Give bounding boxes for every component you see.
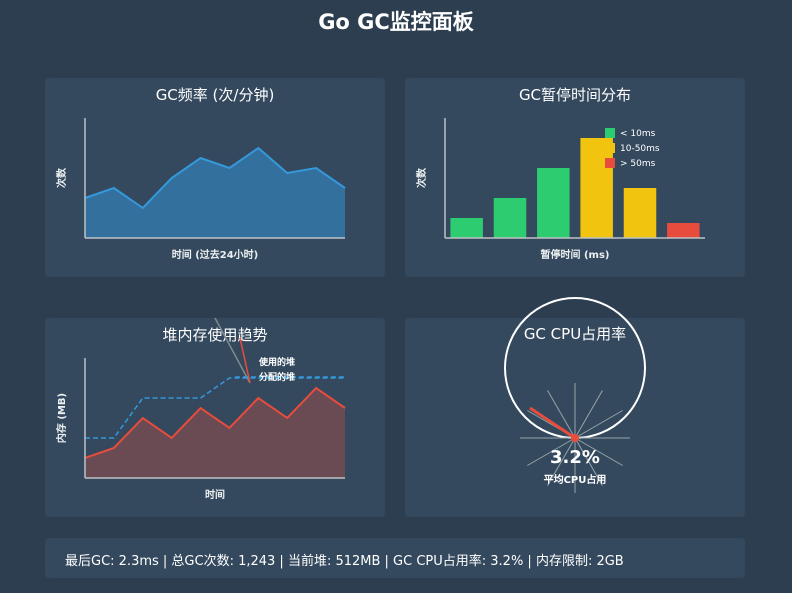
gc-pause-chart: 暂停时间 (ms) 次数 < 10ms 10-50ms > 50ms — [415, 118, 705, 261]
gc-pause-title: GC暂停时间分布 — [518, 86, 632, 104]
legend-label-used: 使用的堆 — [258, 356, 295, 368]
gauge-spoke — [574, 390, 603, 439]
gauge-value: 3.2% — [550, 447, 600, 468]
gauge-needle — [529, 406, 576, 440]
gc-frequency-title: GC频率 (次/分钟) — [155, 86, 275, 104]
bar — [667, 223, 700, 238]
gc-cpu-title: GC CPU占用率 — [523, 325, 627, 343]
x-axis-label: 时间 (过去24小时) — [172, 248, 259, 261]
legend-label-allocated: 分配的堆 — [259, 371, 295, 383]
bar — [580, 138, 613, 238]
legend-swatch-mid — [605, 143, 615, 153]
legend: 使用的堆 分配的堆 — [214, 317, 345, 384]
legend-leader-gray — [214, 317, 251, 384]
legend-label-mid: 10-50ms — [620, 144, 660, 154]
bar — [623, 188, 657, 238]
used-heap-area — [85, 388, 345, 478]
heap-usage-title: 堆内存使用趋势 — [162, 326, 268, 344]
legend-leader-red — [239, 337, 251, 384]
gc-frequency-panel: GC频率 (次/分钟) 时间 (过去24小时) 次数 — [45, 78, 385, 277]
gauge-center — [571, 434, 579, 442]
heap-usage-panel: 堆内存使用趋势 时间 内存 (MB) 使用的堆 分配的堆 — [45, 317, 385, 517]
gc-pause-panel: GC暂停时间分布 暂停时间 (ms) 次数 < 10ms 10-50ms > 5… — [405, 78, 745, 277]
legend-swatch-low — [605, 128, 615, 138]
legend-label-high: > 50ms — [620, 159, 656, 169]
gauge-spoke — [574, 437, 603, 486]
gauge-caption: 平均CPU占用 — [544, 473, 607, 486]
y-axis-label: 次数 — [415, 167, 428, 188]
gauge-spoke — [547, 437, 576, 486]
series-line — [84, 146, 346, 210]
gauge-spoke — [547, 390, 576, 439]
gauge-spoke — [527, 437, 576, 466]
status-bar: 最后GC: 2.3ms | 总GC次数: 1,243 | 当前堆: 512MB … — [45, 538, 745, 578]
page-title: Go GC监控面板 — [318, 10, 474, 34]
x-axis-label: 时间 — [205, 488, 225, 501]
gauge-spokes — [520, 383, 630, 493]
bar — [450, 218, 483, 238]
gc-cpu-panel: 3.2% 平均CPU占用 GC CPU占用率 — [405, 297, 745, 517]
legend-label-low: < 10ms — [620, 129, 656, 139]
series-area — [85, 148, 345, 238]
gauge-spoke — [574, 410, 623, 439]
gc-cpu-gauge: 3.2% 平均CPU占用 — [504, 297, 646, 493]
bar — [537, 168, 570, 238]
status-text: 最后GC: 2.3ms | 总GC次数: 1,243 | 当前堆: 512MB … — [65, 554, 624, 569]
bar — [493, 198, 527, 238]
gc-frequency-chart: 时间 (过去24小时) 次数 — [55, 118, 346, 261]
legend-swatch-high — [605, 158, 615, 168]
used-heap-line — [84, 386, 346, 459]
allocated-heap-line — [85, 377, 345, 439]
y-axis-label: 次数 — [55, 167, 68, 188]
gauge-spoke — [574, 437, 623, 466]
x-axis-label: 暂停时间 (ms) — [541, 248, 610, 261]
y-axis-label: 内存 (MB) — [55, 393, 68, 443]
legend: < 10ms 10-50ms > 50ms — [605, 128, 660, 169]
heap-usage-chart: 时间 内存 (MB) 使用的堆 分配的堆 — [55, 317, 346, 501]
